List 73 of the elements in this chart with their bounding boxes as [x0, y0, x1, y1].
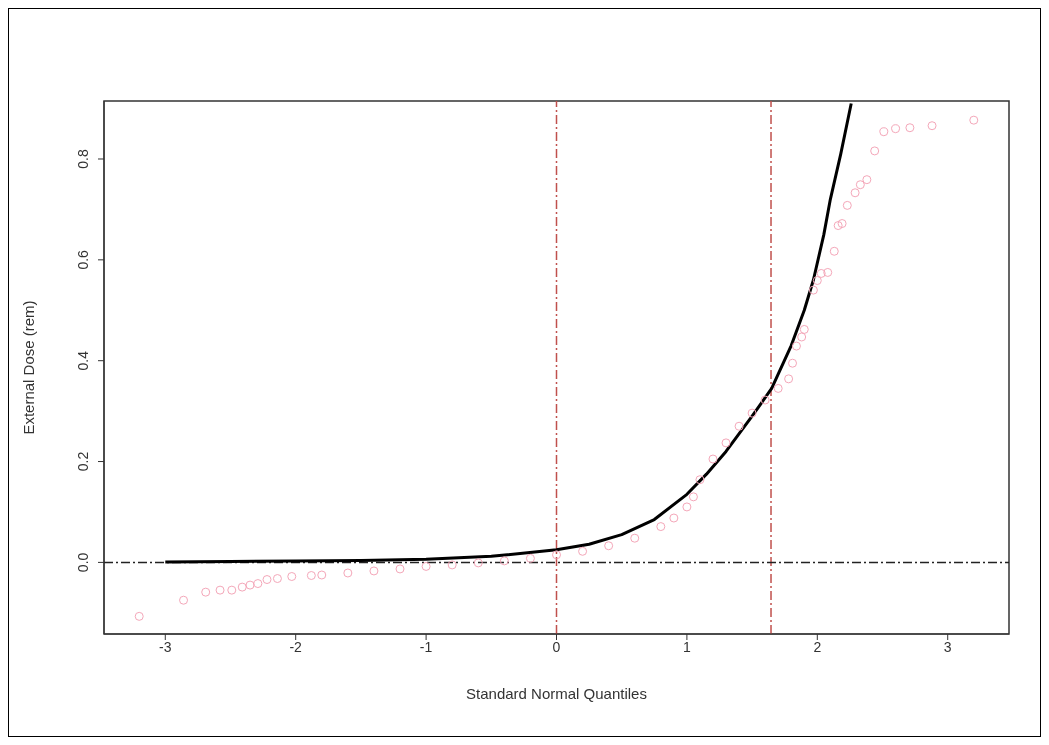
point: [525, 553, 535, 563]
point: [245, 580, 255, 590]
x-tick-label: 3: [943, 638, 952, 655]
y-tick-label: 0.2: [75, 451, 91, 472]
x-tick-label: -2: [289, 638, 303, 655]
line-series: [163, 102, 853, 564]
point: [369, 566, 379, 576]
point: [656, 522, 666, 532]
point: [695, 475, 705, 485]
point: [306, 571, 316, 581]
x-tick-label: -3: [159, 638, 172, 655]
point: [669, 513, 679, 523]
point: [808, 285, 818, 295]
point: [833, 221, 843, 231]
point: [891, 124, 901, 134]
point: [447, 560, 457, 570]
x-tick-label: -1: [419, 638, 433, 655]
point: [791, 341, 801, 351]
point: [215, 585, 225, 595]
point: [850, 188, 860, 198]
point: [905, 123, 915, 133]
point: [823, 267, 833, 277]
point: [262, 575, 272, 585]
x-axis-title: Standard Normal Quantiles: [466, 685, 647, 702]
x-tick-label: 1: [683, 638, 692, 655]
point: [552, 550, 561, 560]
point: [829, 246, 839, 256]
point: [253, 579, 263, 589]
point: [134, 611, 144, 621]
point: [747, 408, 757, 418]
y-tick-label: 0.4: [75, 350, 91, 371]
point: [499, 556, 509, 566]
point: [816, 268, 826, 278]
point: [237, 582, 247, 592]
point: [734, 421, 744, 431]
x-tick-label: 0: [552, 638, 561, 655]
point: [870, 146, 880, 156]
point: [788, 358, 798, 368]
point: [421, 561, 431, 571]
point: [630, 533, 640, 543]
point: [927, 121, 937, 131]
point: [343, 568, 353, 578]
point: [837, 219, 847, 229]
point: [604, 541, 614, 551]
y-tick-label: 0.8: [75, 149, 91, 169]
point: [708, 454, 718, 464]
point: [317, 570, 327, 580]
y-tick-label: 0.0: [75, 552, 91, 573]
point: [842, 200, 852, 210]
point: [855, 180, 865, 190]
point: [797, 332, 807, 342]
point: [688, 492, 698, 502]
point: [395, 564, 405, 574]
point: [287, 572, 297, 582]
point: [227, 585, 237, 595]
point: [578, 546, 588, 556]
point: [879, 127, 889, 137]
point: [473, 558, 483, 568]
point: [969, 115, 979, 125]
x-tick-label: 2: [813, 638, 822, 655]
y-tick-label: 0.6: [75, 249, 91, 270]
point: [760, 395, 770, 405]
point: [721, 438, 731, 448]
point: [272, 574, 282, 584]
y-axis-title: External Dose (rem): [20, 300, 38, 435]
point: [799, 324, 809, 334]
point: [773, 383, 783, 393]
point: [201, 587, 211, 597]
point: [784, 374, 794, 384]
point: [179, 595, 189, 605]
point: [682, 502, 692, 512]
point: [862, 175, 872, 185]
point: [812, 276, 822, 286]
